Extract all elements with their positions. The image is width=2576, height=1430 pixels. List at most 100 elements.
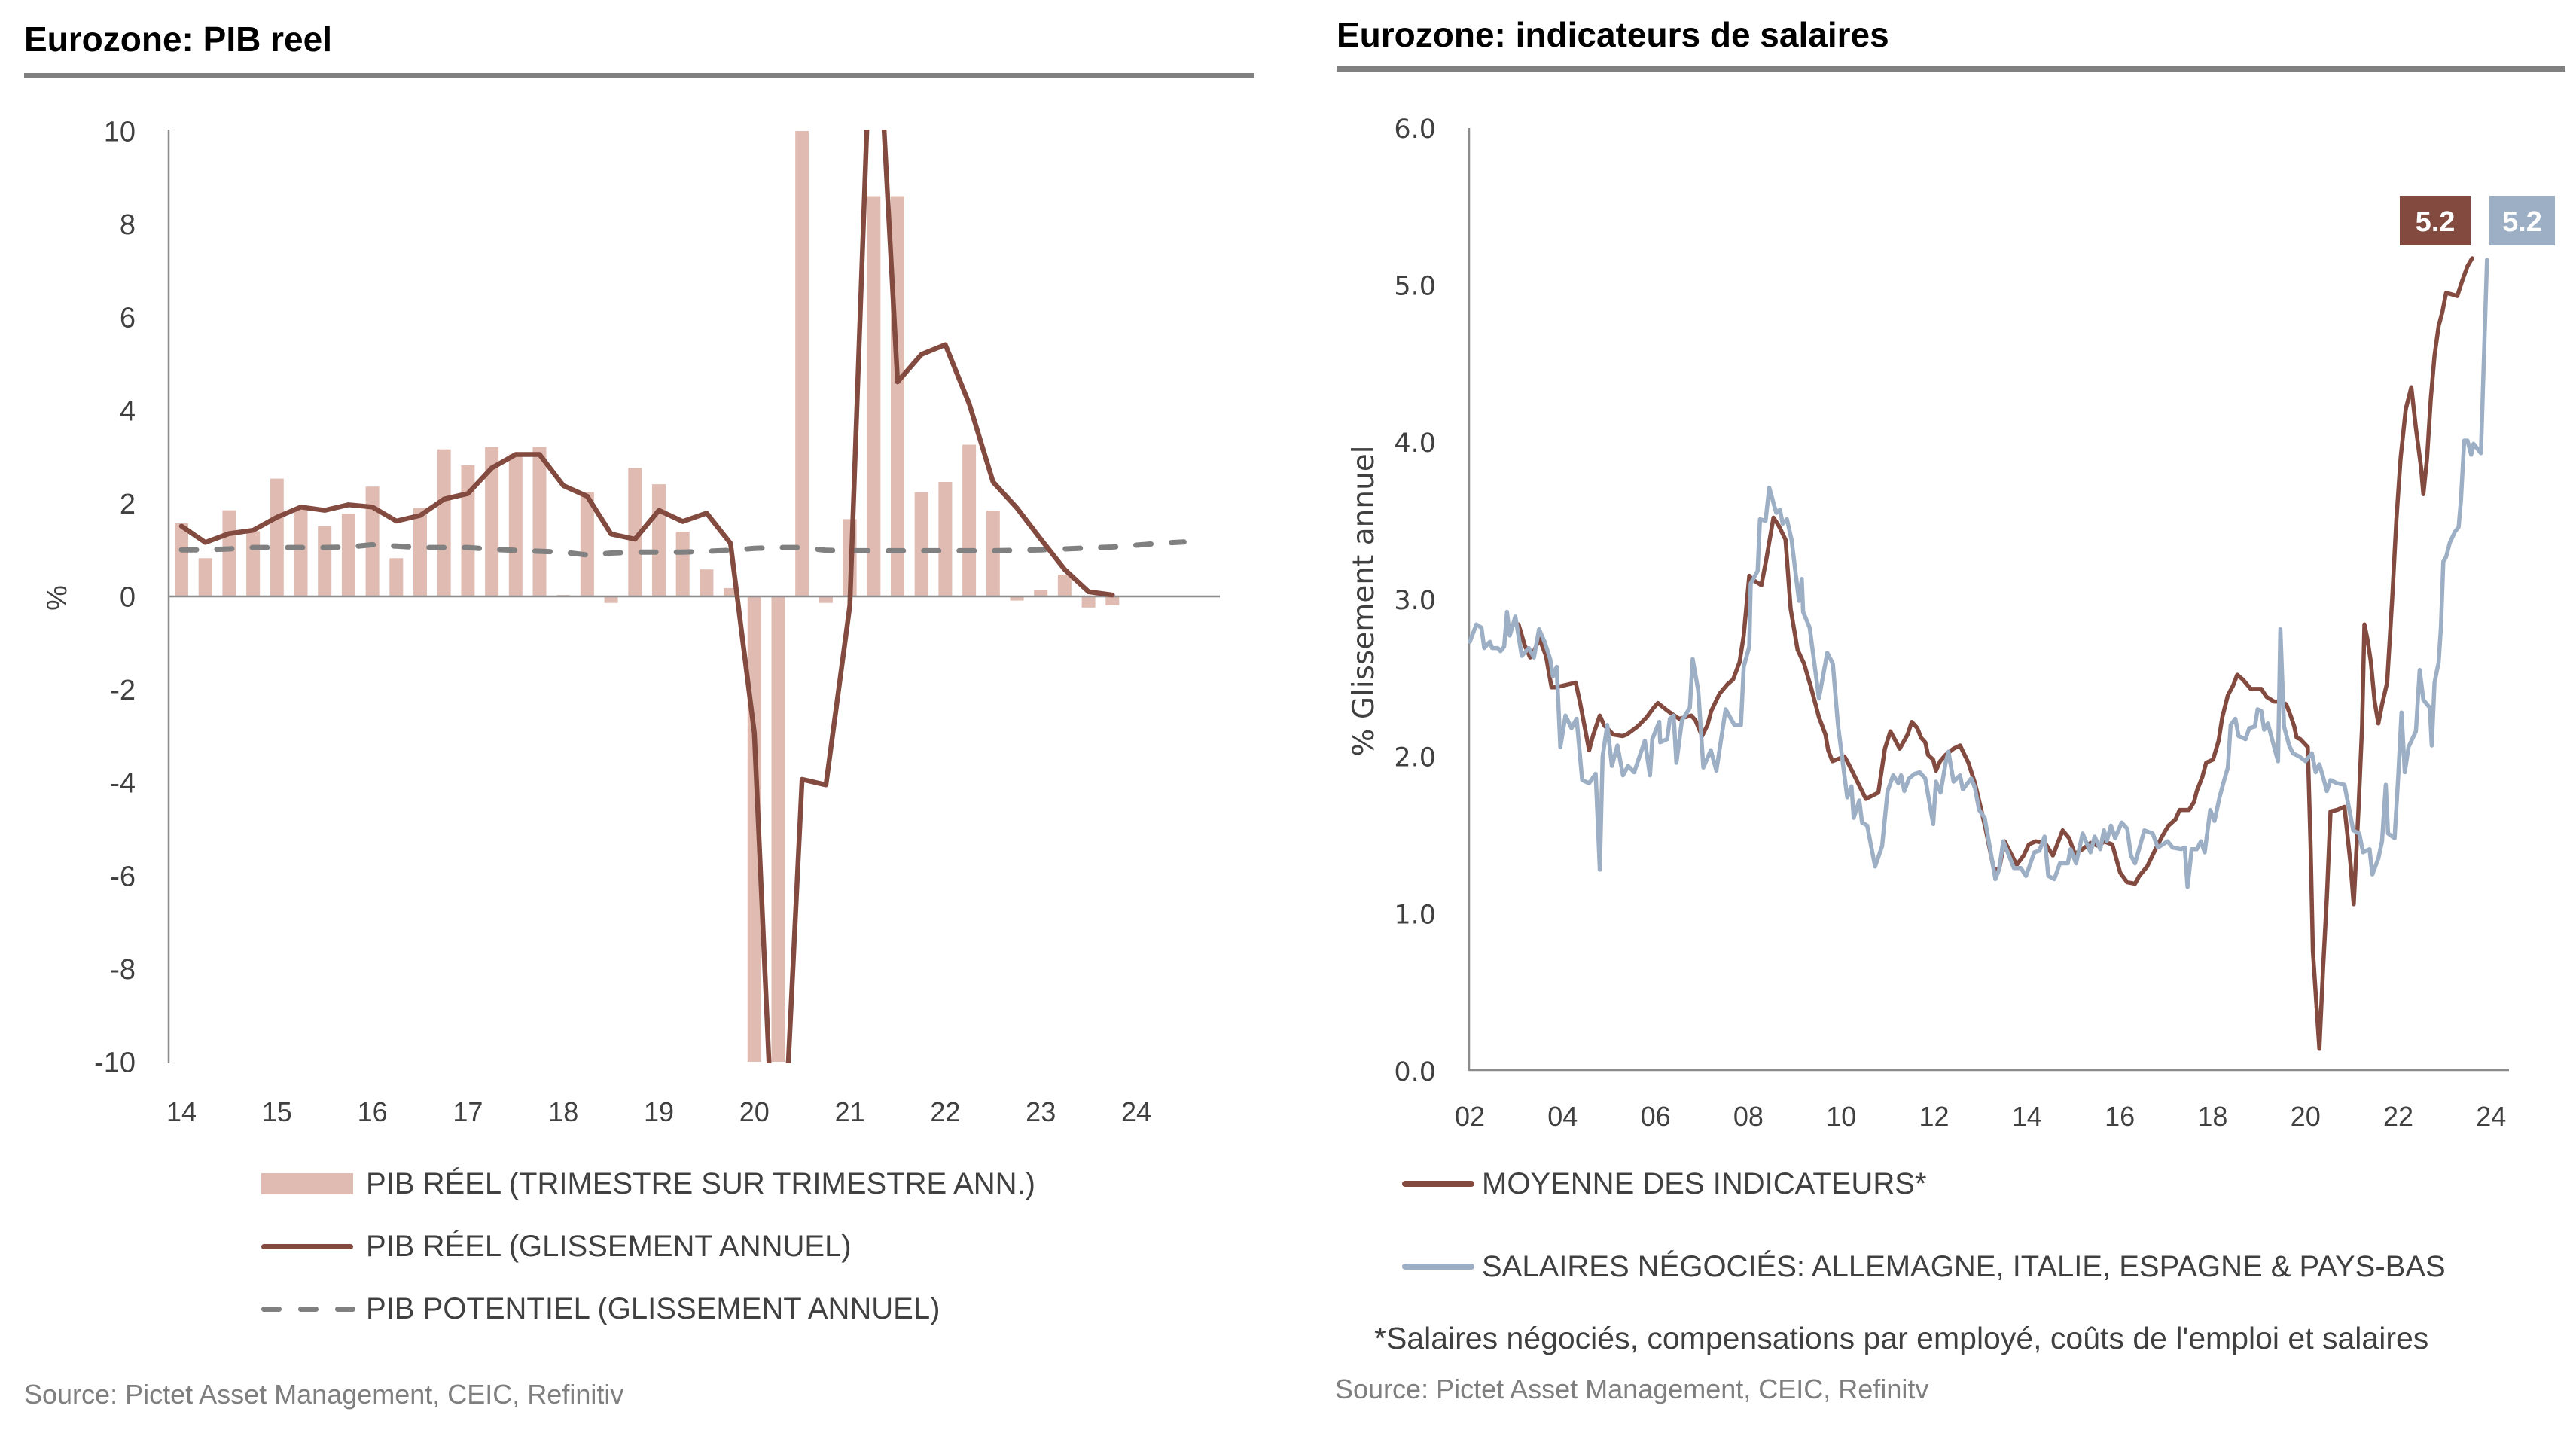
bar bbox=[580, 492, 594, 596]
y-tick-label: 4.0 bbox=[1394, 428, 1436, 459]
dash-segment bbox=[335, 1306, 355, 1312]
x-tick-label: 17 bbox=[453, 1096, 483, 1127]
bar bbox=[508, 454, 523, 596]
last-value-badge: 5.2 bbox=[2400, 196, 2471, 245]
bar bbox=[246, 531, 261, 596]
bar bbox=[198, 558, 212, 596]
legend-label: PIB POTENTIEL (GLISSEMENT ANNUEL) bbox=[366, 1292, 940, 1325]
x-tick-label: 24 bbox=[2476, 1101, 2506, 1132]
wages-chart-title: Eurozone: indicateurs de salaires bbox=[1337, 15, 1889, 54]
legend-label: SALAIRES NÉGOCIÉS: ALLEMAGNE, ITALIE, ES… bbox=[1482, 1250, 2446, 1283]
bar bbox=[341, 514, 355, 596]
x-tick-label: 22 bbox=[2383, 1101, 2413, 1132]
y-tick-label: 5.0 bbox=[1394, 272, 1436, 302]
y-tick-label: -10 bbox=[94, 1047, 136, 1079]
x-tick-label: 22 bbox=[930, 1096, 960, 1127]
y-tick-label: 8 bbox=[120, 209, 136, 241]
bar bbox=[604, 596, 618, 603]
x-tick-label: 21 bbox=[835, 1096, 865, 1127]
badge-value: 5.2 bbox=[2416, 206, 2456, 238]
bar bbox=[270, 478, 284, 596]
bar bbox=[1034, 590, 1048, 596]
x-tick-label: 12 bbox=[1919, 1101, 1949, 1132]
x-tick-label: 15 bbox=[262, 1096, 292, 1127]
bar bbox=[485, 447, 499, 596]
legend-swatch-line bbox=[1402, 1264, 1474, 1270]
bar bbox=[461, 465, 475, 596]
x-tick-label: 19 bbox=[644, 1096, 674, 1127]
bar bbox=[1105, 596, 1120, 605]
y-tick-label: -8 bbox=[110, 954, 136, 986]
y-tick-label: -2 bbox=[110, 675, 136, 706]
y-tick-label: 6 bbox=[120, 303, 136, 334]
y-tick-label: 1.0 bbox=[1394, 900, 1436, 930]
y-tick-label: -6 bbox=[110, 861, 136, 892]
bar bbox=[365, 486, 380, 596]
legend-label: PIB RÉEL (GLISSEMENT ANNUEL) bbox=[366, 1230, 852, 1263]
badge-background bbox=[2489, 196, 2555, 245]
y-axis-label: % Glissement annuel bbox=[1347, 445, 1381, 756]
x-tick-label: 02 bbox=[1455, 1101, 1485, 1132]
potential-gdp-dashed-line bbox=[178, 539, 1187, 558]
bar bbox=[628, 468, 642, 596]
bar bbox=[413, 508, 427, 596]
bar bbox=[962, 444, 977, 596]
x-tick-label: 20 bbox=[739, 1096, 770, 1127]
x-tick-label: 04 bbox=[1547, 1101, 1578, 1132]
y-tick-label: 6.0 bbox=[1394, 114, 1436, 145]
bar bbox=[675, 532, 690, 596]
x-tick-label: 24 bbox=[1121, 1096, 1151, 1127]
legend-item-potential-gdp: PIB POTENTIEL (GLISSEMENT ANNUEL) bbox=[261, 1290, 940, 1328]
gdp-yoy-line bbox=[178, 130, 1115, 1063]
x-tick-label: 18 bbox=[2197, 1101, 2227, 1132]
gdp-chart-source: Source: Pictet Asset Management, CEIC, R… bbox=[24, 1379, 624, 1410]
y-tick-label: 2.0 bbox=[1394, 743, 1436, 773]
legend-label: MOYENNE DES INDICATEURS* bbox=[1482, 1167, 1927, 1200]
y-tick-label: 0 bbox=[120, 582, 136, 614]
bar bbox=[795, 131, 809, 596]
badge-background bbox=[2400, 196, 2471, 245]
bar bbox=[532, 447, 547, 596]
bar bbox=[771, 596, 785, 1062]
average-indicators-line bbox=[1516, 256, 2474, 1051]
dash-segment bbox=[298, 1306, 319, 1312]
bar bbox=[986, 511, 1000, 596]
bar bbox=[318, 526, 332, 596]
bar bbox=[389, 558, 404, 596]
bar bbox=[914, 492, 928, 596]
legend-swatch-line bbox=[261, 1243, 353, 1249]
gdp-chart-title: Eurozone: PIB reel bbox=[24, 20, 332, 59]
x-tick-label: 14 bbox=[166, 1096, 197, 1127]
bar bbox=[819, 596, 833, 603]
y-tick-label: 2 bbox=[120, 489, 136, 520]
x-tick-label: 20 bbox=[2291, 1101, 2321, 1132]
legend-item-average-indicators: MOYENNE DES INDICATEURS* bbox=[1402, 1165, 1926, 1203]
y-tick-label: 4 bbox=[120, 395, 136, 427]
x-tick-label: 08 bbox=[1733, 1101, 1764, 1132]
x-tick-label: 06 bbox=[1641, 1101, 1671, 1132]
wages-chart-footnote: *Salaires négociés, compensations par em… bbox=[1374, 1321, 2429, 1355]
y-tick-label: -4 bbox=[110, 768, 136, 800]
bar bbox=[652, 484, 666, 596]
legend-item-gdp-yoy: PIB RÉEL (GLISSEMENT ANNUEL) bbox=[261, 1227, 852, 1265]
bar bbox=[1010, 596, 1024, 601]
bar bbox=[1057, 575, 1072, 596]
y-tick-label: 0.0 bbox=[1394, 1057, 1436, 1087]
x-tick-label: 16 bbox=[2105, 1101, 2135, 1132]
legend-swatch-line bbox=[1402, 1181, 1474, 1187]
x-tick-label: 23 bbox=[1026, 1096, 1056, 1127]
x-tick-label: 14 bbox=[2012, 1101, 2042, 1132]
wages-chart-source: Source: Pictet Asset Management, CEIC, R… bbox=[1335, 1374, 1929, 1404]
bar bbox=[938, 482, 953, 596]
y-axis-label: % bbox=[41, 585, 73, 611]
bar bbox=[700, 569, 714, 596]
legend-swatch-dashed-line bbox=[261, 1306, 355, 1312]
x-tick-label: 10 bbox=[1826, 1101, 1856, 1132]
dash-segment bbox=[261, 1306, 282, 1312]
legend-item-negotiated-wages: SALAIRES NÉGOCIÉS: ALLEMAGNE, ITALIE, ES… bbox=[1402, 1248, 2446, 1285]
x-tick-label: 18 bbox=[548, 1096, 578, 1127]
legend-item-gdp-qoq: PIB RÉEL (TRIMESTRE SUR TRIMESTRE ANN.) bbox=[261, 1165, 1035, 1203]
